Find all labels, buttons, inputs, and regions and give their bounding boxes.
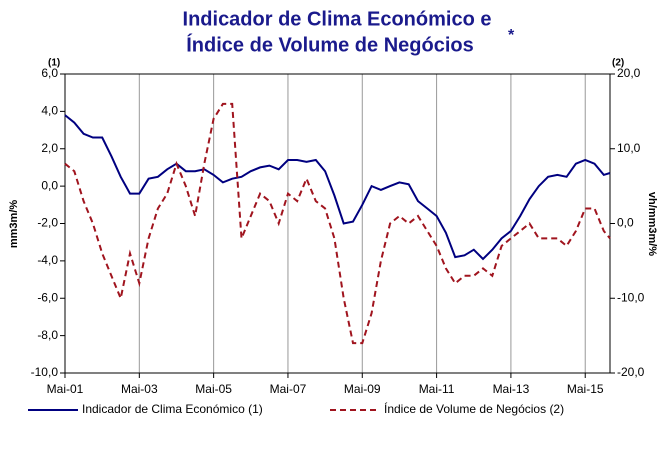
- x-tick-label: Mai-01: [47, 382, 84, 396]
- series-line: [64, 114, 611, 261]
- x-tick-label: Mai-03: [121, 382, 158, 396]
- chart-title: Índice de Volume de Negócios: [186, 33, 473, 56]
- x-tick-label: Mai-11: [419, 382, 455, 396]
- y2-tick-label: 0,0: [617, 216, 634, 230]
- x-tick-label: Mai-05: [195, 382, 232, 396]
- y-tick-label: -4,0: [37, 253, 58, 267]
- y-tick-label: 2,0: [41, 141, 58, 155]
- x-tick-label: Mai-07: [270, 382, 307, 396]
- y-tick-label: 4,0: [41, 104, 58, 118]
- y-axis-note: (1): [48, 58, 60, 69]
- y2-tick-label: 10,0: [617, 141, 641, 155]
- y-tick-label: -6,0: [37, 290, 58, 304]
- y2-axis-note: (2): [612, 58, 624, 69]
- title-mark: *: [508, 27, 515, 44]
- legend-label: Indicador de Clima Económico (1): [82, 402, 263, 416]
- y2-axis-label: vh/mm3m/%: [646, 192, 658, 256]
- y2-tick-label: -20,0: [617, 365, 645, 379]
- y-tick-label: 6,0: [41, 66, 58, 80]
- y-tick-label: -8,0: [37, 328, 58, 342]
- x-tick-label: Mai-15: [567, 382, 604, 396]
- y-tick-label: -2,0: [37, 216, 58, 230]
- y2-tick-label: 20,0: [617, 66, 641, 80]
- chart-title: Indicador de Clima Económico e: [183, 8, 492, 30]
- y-tick-label: -10,0: [31, 365, 59, 379]
- y-tick-label: 0,0: [41, 178, 58, 192]
- y2-tick-label: -10,0: [617, 290, 645, 304]
- plot-frame: [64, 73, 611, 374]
- series-line: [64, 102, 611, 345]
- x-tick-label: Mai-09: [344, 382, 381, 396]
- x-tick-label: Mai-13: [493, 382, 530, 396]
- y-axis-label: mm3m/%: [8, 200, 20, 249]
- legend-label: Índice de Volume de Negócios (2): [384, 401, 564, 416]
